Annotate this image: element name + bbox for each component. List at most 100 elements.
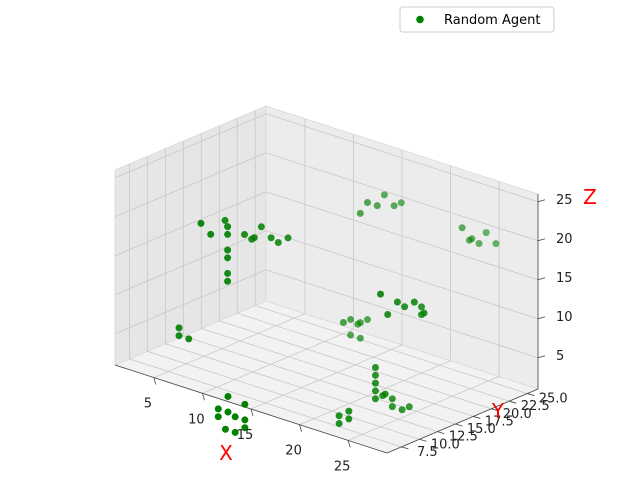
data-point [224, 392, 232, 400]
data-point [241, 424, 249, 432]
y-tick-mark [527, 393, 535, 396]
z-tick-label: 20 [556, 232, 573, 247]
z-gridline [114, 269, 539, 359]
y-tick-label: 22.5 [521, 399, 550, 414]
y-tick-mark [509, 400, 517, 404]
y-tick-mark [437, 431, 445, 435]
y-tick-mark [455, 423, 463, 427]
y-gridline [200, 133, 474, 417]
data-point [388, 403, 396, 411]
data-point [284, 234, 292, 242]
y-gridline [182, 141, 456, 425]
data-point [380, 191, 388, 199]
y-tick-label: 25.0 [539, 392, 568, 407]
data-point [339, 318, 347, 326]
data-point [345, 407, 353, 415]
data-point [371, 395, 379, 403]
data-point [224, 277, 232, 285]
x-tick-mark [299, 424, 302, 432]
data-point [492, 240, 500, 248]
y-gridline [218, 125, 492, 410]
data-point [345, 415, 353, 423]
data-point [371, 387, 379, 395]
y-tick-label: 15.0 [467, 422, 496, 437]
data-point [371, 371, 379, 379]
data-point [335, 412, 343, 420]
data-point [250, 234, 258, 242]
data-point [475, 239, 483, 247]
z-gridline [114, 191, 539, 281]
z-tick-mark [537, 355, 546, 359]
y-axis-line [386, 388, 539, 454]
data-point [381, 390, 389, 398]
z-tick-label: 10 [556, 310, 573, 325]
data-point [241, 231, 248, 239]
z-gridline [114, 152, 539, 242]
data-point [364, 316, 371, 324]
legend-box [399, 6, 555, 33]
z-tick-mark [537, 277, 546, 281]
data-point [356, 319, 364, 327]
data-point [197, 219, 205, 227]
data-point [335, 420, 343, 428]
data-point [224, 254, 232, 262]
data-point [373, 202, 381, 210]
y-gridline [128, 163, 402, 448]
data-point [185, 335, 193, 343]
data-point [401, 303, 409, 311]
y-tick-label: 7.5 [417, 445, 438, 460]
data-point [214, 405, 222, 413]
z-tick-label: 25 [556, 193, 573, 208]
y-tick-mark [419, 438, 427, 442]
data-point [224, 408, 232, 416]
x-tick-mark [250, 408, 254, 417]
y-tick-label: 20.0 [503, 407, 532, 422]
data-point [390, 202, 398, 210]
x-tick-label: 15 [237, 428, 254, 443]
data-point [241, 400, 249, 408]
legend: Random Agent [399, 6, 555, 33]
z-gridline [114, 230, 539, 320]
y-tick-mark [491, 408, 499, 412]
x-tick-label: 20 [285, 444, 302, 459]
data-point [224, 223, 232, 231]
data-point [397, 199, 405, 207]
x-axis-title: X [219, 441, 233, 465]
data-point [371, 364, 379, 372]
y-axis-title: Y [491, 399, 505, 423]
y-tick-mark [401, 446, 409, 450]
data-point [398, 406, 406, 414]
data-point [224, 230, 232, 238]
y-tick-mark [473, 416, 481, 419]
data-point [214, 413, 222, 421]
data-point [257, 223, 265, 231]
data-point [231, 428, 239, 436]
data-point [371, 379, 379, 387]
data-point [274, 239, 282, 247]
x-tick-label: 10 [188, 412, 205, 427]
data-point [224, 246, 232, 254]
data-point [347, 315, 355, 323]
y-gridline [164, 148, 438, 433]
x-tick-label: 25 [334, 459, 351, 474]
data-point [364, 199, 371, 207]
data-point [405, 403, 413, 411]
z-tick-mark [537, 238, 546, 242]
data-point [356, 334, 364, 342]
data-point [388, 395, 396, 403]
data-point [410, 298, 418, 306]
z-tick-mark [537, 199, 546, 203]
data-point [468, 235, 476, 243]
data-point [207, 230, 215, 238]
z-axis-title: Z [583, 185, 597, 209]
data-point [420, 309, 428, 317]
x-tick-mark [153, 377, 157, 385]
data-point [175, 332, 183, 340]
y-gridline [236, 118, 510, 402]
data-point [347, 331, 355, 339]
z-tick-label: 5 [556, 349, 564, 364]
data-point [377, 290, 384, 298]
data-point [221, 425, 229, 433]
z-tick-mark [537, 316, 546, 320]
